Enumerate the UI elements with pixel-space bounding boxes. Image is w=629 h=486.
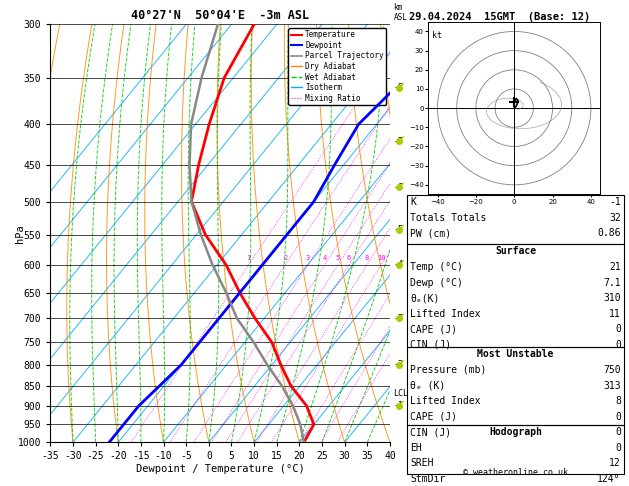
Text: Surface: Surface [495, 246, 536, 257]
Text: Hodograph: Hodograph [489, 427, 542, 437]
Text: EH: EH [410, 443, 422, 453]
Text: 313: 313 [603, 381, 621, 391]
Text: 29.04.2024  15GMT  (Base: 12): 29.04.2024 15GMT (Base: 12) [409, 12, 591, 22]
Text: -8: -8 [393, 83, 403, 92]
Text: CIN (J): CIN (J) [410, 340, 451, 350]
Text: 124°: 124° [598, 474, 621, 484]
Text: 1: 1 [247, 255, 251, 261]
Text: -4: -4 [393, 260, 403, 269]
Text: -3: -3 [393, 314, 403, 323]
Text: 0: 0 [615, 443, 621, 453]
Text: 7.1: 7.1 [603, 278, 621, 288]
Text: K: K [410, 197, 416, 208]
Text: 32: 32 [609, 213, 621, 223]
Text: 6: 6 [347, 255, 351, 261]
Text: PW (cm): PW (cm) [410, 228, 451, 239]
Text: 11: 11 [609, 309, 621, 319]
Text: CIN (J): CIN (J) [410, 427, 451, 437]
Text: CAPE (J): CAPE (J) [410, 324, 457, 334]
Text: LCL: LCL [393, 389, 408, 399]
Text: -1: -1 [609, 197, 621, 208]
Text: Pressure (mb): Pressure (mb) [410, 365, 486, 375]
Text: 3: 3 [306, 255, 310, 261]
Legend: Temperature, Dewpoint, Parcel Trajectory, Dry Adiabat, Wet Adiabat, Isotherm, Mi: Temperature, Dewpoint, Parcel Trajectory… [289, 28, 386, 105]
Text: Lifted Index: Lifted Index [410, 309, 481, 319]
X-axis label: Dewpoint / Temperature (°C): Dewpoint / Temperature (°C) [136, 464, 304, 474]
Text: 0: 0 [615, 412, 621, 422]
Text: 0: 0 [615, 324, 621, 334]
Text: 12: 12 [609, 458, 621, 469]
Text: CAPE (J): CAPE (J) [410, 412, 457, 422]
Text: 8: 8 [615, 396, 621, 406]
Text: 2: 2 [283, 255, 287, 261]
Text: Dewp (°C): Dewp (°C) [410, 278, 463, 288]
Text: 750: 750 [603, 365, 621, 375]
Text: -7: -7 [393, 137, 403, 146]
Text: -2: -2 [393, 360, 403, 369]
Text: SREH: SREH [410, 458, 433, 469]
Text: -5: -5 [393, 225, 403, 234]
Text: 21: 21 [609, 262, 621, 272]
Text: hPa: hPa [14, 224, 25, 243]
Text: Temp (°C): Temp (°C) [410, 262, 463, 272]
Text: -6: -6 [393, 183, 403, 192]
Text: 4: 4 [323, 255, 326, 261]
Text: θₑ (K): θₑ (K) [410, 381, 445, 391]
Text: Most Unstable: Most Unstable [477, 349, 554, 360]
Text: 5: 5 [336, 255, 340, 261]
Text: 310: 310 [603, 293, 621, 303]
Text: θₑ(K): θₑ(K) [410, 293, 440, 303]
Text: 8: 8 [365, 255, 369, 261]
Text: Totals Totals: Totals Totals [410, 213, 486, 223]
Title: 40°27'N  50°04'E  -3m ASL: 40°27'N 50°04'E -3m ASL [131, 9, 309, 22]
Text: kt: kt [431, 32, 442, 40]
Text: km
ASL: km ASL [393, 3, 407, 22]
Text: Lifted Index: Lifted Index [410, 396, 481, 406]
Text: StmDir: StmDir [410, 474, 445, 484]
Text: 0.86: 0.86 [598, 228, 621, 239]
Text: 10: 10 [377, 255, 386, 261]
Text: 0: 0 [615, 340, 621, 350]
Text: -1: -1 [393, 401, 403, 410]
Text: © weatheronline.co.uk: © weatheronline.co.uk [464, 468, 568, 477]
Text: 0: 0 [615, 427, 621, 437]
